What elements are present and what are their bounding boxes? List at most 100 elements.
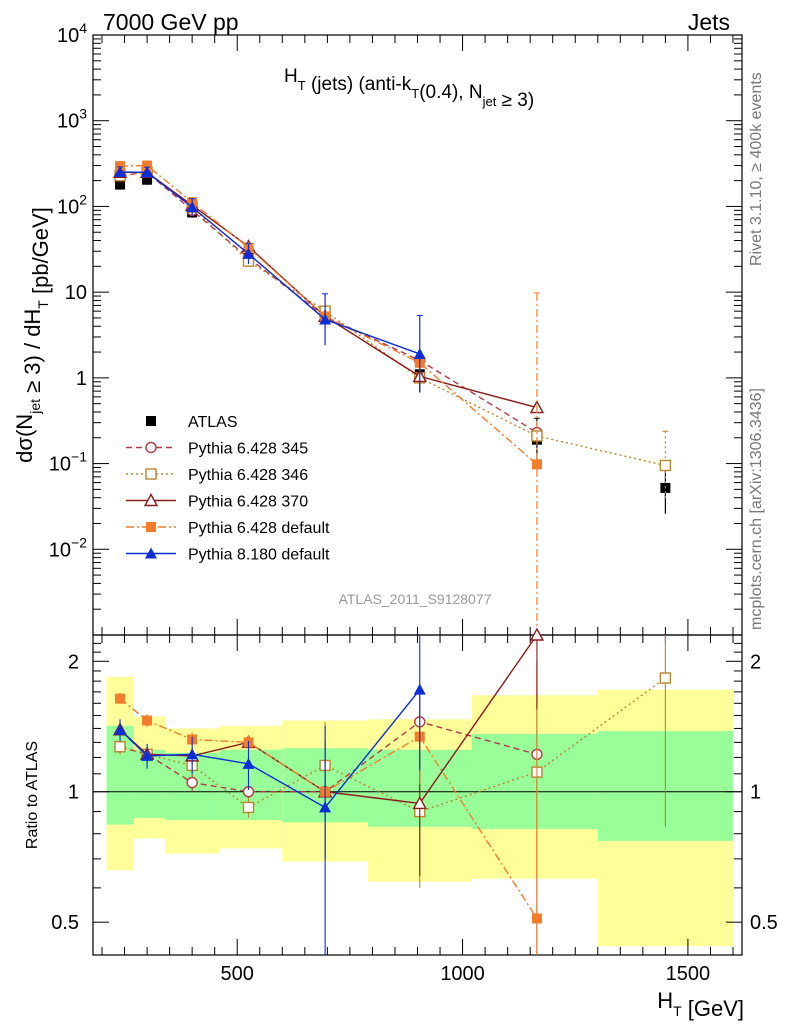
ratio-y-tick-label: 2 bbox=[68, 651, 79, 673]
marker-triangle bbox=[413, 683, 426, 695]
main-panel: HT (jets) (anti-kT(0.4), Njet ≥ 3) ATLAS… bbox=[12, 20, 743, 636]
ratio-y-tick-label-right: 2 bbox=[750, 651, 761, 673]
legend-label: Pythia 6.428 370 bbox=[188, 494, 308, 511]
legend-label: Pythia 6.428 default bbox=[188, 520, 330, 537]
ratio-series bbox=[112, 627, 672, 955]
marker-triangle bbox=[319, 313, 332, 325]
marker-square-open bbox=[114, 741, 126, 753]
marker-triangle bbox=[242, 757, 255, 769]
marker-square-open bbox=[659, 672, 672, 684]
tick-exponent: 4 bbox=[79, 20, 87, 36]
ratio-panel: 0.5 0.5 1 1 2 2 500 1000 1500 Ratio to ATLAS HT [… bbox=[24, 627, 778, 1021]
marker-triangle bbox=[114, 166, 127, 178]
legend-label: Pythia 6.428 345 bbox=[188, 441, 308, 458]
label-text: dσ(N bbox=[12, 414, 37, 463]
y-axis-label: dσ(Njet ≥ 3) / dHT [pb/GeV] bbox=[12, 207, 53, 463]
x-axis-label: HT [GeV] bbox=[657, 988, 744, 1021]
marker-triangle-open bbox=[143, 493, 159, 507]
title-subscript: T bbox=[411, 86, 419, 101]
y-tick-label: 1 bbox=[76, 368, 87, 390]
y-tick-label: 104 bbox=[57, 20, 87, 47]
series-pythia-6-428-345 bbox=[114, 166, 543, 439]
title-text: ≥ 3) bbox=[496, 90, 534, 111]
marker-triangle bbox=[242, 247, 255, 259]
ratio-line bbox=[119, 689, 421, 809]
series-line bbox=[120, 171, 420, 355]
main-frame bbox=[92, 34, 743, 636]
tick-base: 10 bbox=[49, 454, 71, 476]
marker-triangle-open bbox=[412, 795, 427, 810]
y-tick-label: 103 bbox=[57, 106, 87, 133]
marker-triangle bbox=[186, 748, 199, 760]
main-y-axis-label: dσ(Njet ≥ 3) / dHT [pb/GeV] bbox=[12, 207, 53, 463]
main-title: HT (jets) (anti-kT(0.4), Njet ≥ 3) bbox=[284, 66, 534, 111]
marker-square bbox=[146, 522, 156, 532]
tick-base: 10 bbox=[57, 196, 79, 218]
marker-square bbox=[531, 459, 542, 470]
x-tick-label: 500 bbox=[221, 963, 254, 985]
marker-triangle bbox=[186, 201, 199, 213]
label-text: [pb/GeV] bbox=[28, 207, 53, 300]
analysis-id: ATLAS_2011_S9128077 bbox=[339, 591, 492, 607]
tick-base: 10 bbox=[49, 539, 71, 561]
ratio-y-tick-label: 1 bbox=[68, 782, 79, 804]
x-tick-label: 1000 bbox=[440, 963, 485, 985]
title-text: (jets) (anti-k bbox=[306, 74, 412, 95]
marker-triangle bbox=[114, 723, 127, 735]
chart-title: HT (jets) (anti-kT(0.4), Njet ≥ 3) bbox=[284, 66, 534, 111]
tick-exponent: −1 bbox=[71, 449, 87, 465]
y-tick-label: 10 bbox=[65, 282, 87, 304]
legend: ATLAS Pythia 6.428 345 Pythia 6.428 346 Pyt… bbox=[126, 414, 330, 564]
tick-exponent: 2 bbox=[79, 191, 87, 207]
title-text: (0.4), N bbox=[419, 82, 482, 103]
label-text: H bbox=[657, 988, 673, 1013]
marker-triangle bbox=[141, 166, 154, 178]
label-text: [GeV] bbox=[682, 996, 744, 1021]
band-inner bbox=[471, 733, 598, 830]
series-line bbox=[120, 171, 538, 409]
series-pythia-8-180-default bbox=[114, 166, 426, 393]
marker-triangle bbox=[319, 801, 332, 813]
title-subscript: T bbox=[298, 78, 306, 93]
marker-square bbox=[142, 174, 153, 185]
ratio-y-tick-label-right: 0.5 bbox=[750, 912, 778, 934]
ratio-y-tick-label: 0.5 bbox=[51, 912, 79, 934]
tick-exponent: −2 bbox=[71, 534, 87, 550]
ratio-y-tick-label-right: 1 bbox=[750, 782, 761, 804]
mcplots-label: mcplots.cern.ch [arXiv:1306.3436] bbox=[748, 388, 765, 630]
marker-square bbox=[146, 416, 156, 426]
series-pythia-6-428-370 bbox=[112, 164, 545, 414]
marker-square-open bbox=[242, 801, 255, 814]
title-subscript: jet bbox=[482, 94, 497, 109]
marker-square bbox=[142, 160, 153, 171]
header-right: Jets bbox=[688, 9, 730, 35]
tick-base: 10 bbox=[57, 25, 79, 47]
tick-base: 10 bbox=[57, 111, 79, 133]
band-inner bbox=[133, 749, 166, 818]
y-tick-label: 10−2 bbox=[49, 534, 87, 561]
legend-label: Pythia 6.428 346 bbox=[188, 467, 308, 484]
label-text: ≥ 3) / dH bbox=[20, 309, 45, 399]
label-subscript: T bbox=[35, 300, 51, 309]
marker-triangle bbox=[141, 749, 154, 761]
marker-square bbox=[115, 693, 126, 704]
ratio-y-label: Ratio to ATLAS bbox=[24, 741, 41, 849]
header-left: 7000 GeV pp bbox=[103, 9, 239, 35]
marker-circle-open bbox=[186, 776, 198, 789]
marker-triangle bbox=[413, 347, 426, 359]
legend-label: Pythia 8.180 default bbox=[188, 547, 330, 564]
marker-square bbox=[531, 913, 542, 924]
rivet-label: Rivet 3.1.10, ≥ 400k events bbox=[748, 72, 765, 266]
marker-square bbox=[115, 179, 126, 190]
y-tick-label: 10−1 bbox=[49, 449, 87, 476]
ratio-ticks: 0.5 0.5 1 1 2 2 500 1000 1500 bbox=[51, 635, 778, 985]
marker-square-open bbox=[659, 459, 672, 472]
x-tick-label: 1500 bbox=[666, 963, 711, 985]
tick-exponent: 3 bbox=[79, 106, 87, 122]
series-pythia-6-428-default bbox=[115, 160, 542, 636]
marker-triangle bbox=[145, 547, 157, 559]
ratio-axis-labels: Ratio to ATLAS HT [GeV] bbox=[24, 741, 744, 1021]
marker-square-open bbox=[145, 468, 157, 480]
